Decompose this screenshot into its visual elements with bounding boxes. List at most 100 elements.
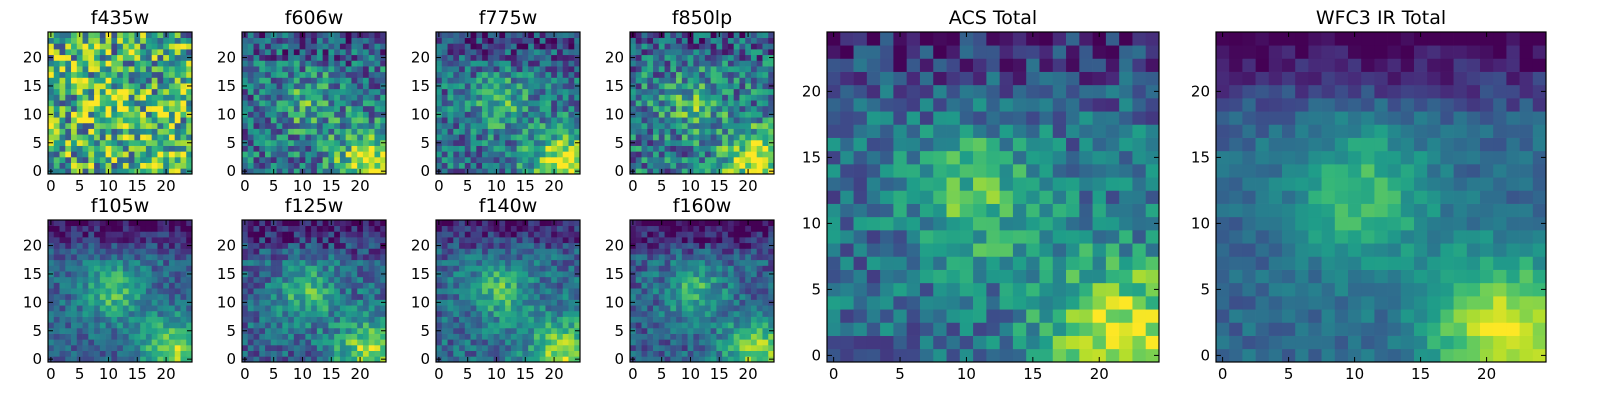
heatmap-cell	[533, 111, 541, 118]
heatmap-cell	[647, 339, 654, 346]
heatmap-cell	[351, 259, 358, 266]
heatmap-cell	[168, 139, 176, 146]
heatmap-cell	[453, 111, 460, 118]
heatmap-cell	[253, 293, 260, 300]
heatmap-cell	[676, 333, 683, 340]
heatmap-cell	[48, 293, 55, 300]
heatmap-cell	[128, 122, 135, 129]
heatmap-cell	[311, 105, 318, 112]
heatmap-cell	[436, 49, 443, 56]
heatmap-cell	[380, 333, 387, 340]
heatmap-cell	[562, 237, 569, 244]
heatmap-cell	[687, 134, 694, 141]
heatmap-cell	[762, 344, 769, 351]
heatmap-cell	[436, 237, 443, 244]
heatmap-cell	[664, 139, 671, 146]
heatmap-cell	[174, 128, 181, 135]
heatmap-cell	[293, 83, 300, 90]
x-tick-label: 0	[46, 365, 56, 383]
heatmap-cell	[94, 231, 101, 238]
heatmap-cell	[345, 60, 352, 67]
heatmap-cell	[510, 254, 517, 261]
heatmap-cell	[482, 316, 489, 323]
heatmap-cell	[265, 220, 272, 227]
heatmap-cell	[516, 344, 523, 351]
y-tick-label: 15	[217, 77, 236, 95]
heatmap-cell	[539, 60, 546, 67]
heatmap-cell	[710, 88, 717, 95]
heatmap-cell	[311, 237, 318, 244]
heatmap-cell	[276, 305, 283, 312]
heatmap-cell	[528, 168, 535, 175]
heatmap-cell	[288, 276, 295, 283]
heatmap-cell	[168, 128, 176, 135]
heatmap-cell	[658, 128, 665, 135]
heatmap-cell	[151, 276, 158, 283]
heatmap-cell	[88, 248, 95, 255]
heatmap-cell	[470, 49, 477, 56]
heatmap-cell	[493, 282, 500, 289]
heatmap-cell	[180, 37, 187, 44]
heatmap-cell	[270, 333, 277, 340]
heatmap-cell	[727, 344, 735, 351]
heatmap-cell	[151, 168, 158, 175]
heatmap-cell	[516, 288, 523, 295]
heatmap-cell	[276, 105, 283, 112]
heatmap-cell	[88, 220, 95, 227]
heatmap-cell	[99, 305, 106, 312]
heatmap-cell	[562, 37, 569, 44]
heatmap-cell	[328, 322, 335, 329]
heatmap-cell	[328, 299, 335, 306]
heatmap-cell	[145, 350, 153, 357]
heatmap-cell	[681, 54, 688, 61]
heatmap-cell	[693, 356, 700, 363]
heatmap-cell	[293, 71, 300, 78]
heatmap-cell	[528, 339, 535, 346]
heatmap-cell	[145, 271, 153, 278]
heatmap-cell	[568, 156, 575, 163]
heatmap-cell	[756, 299, 763, 306]
heatmap-cell	[247, 327, 254, 334]
heatmap-cell	[157, 225, 164, 232]
heatmap-cell	[122, 350, 129, 357]
heatmap-cell	[756, 316, 763, 323]
heatmap-cell	[242, 100, 249, 107]
heatmap-cell	[368, 54, 375, 61]
heatmap-cell	[362, 145, 370, 152]
heatmap-cell	[351, 77, 358, 84]
heatmap-cell	[288, 77, 295, 84]
heatmap-cell	[459, 265, 466, 272]
heatmap-cell	[453, 322, 460, 329]
heatmap-cell	[293, 43, 300, 50]
heatmap-cell	[710, 100, 717, 107]
heatmap-cell	[117, 156, 124, 163]
heatmap-cell	[357, 105, 364, 112]
heatmap-cell	[140, 265, 147, 272]
heatmap-cell	[316, 299, 323, 306]
heatmap-cell	[140, 225, 147, 232]
heatmap-cell	[499, 151, 506, 158]
heatmap-cell	[128, 231, 135, 238]
heatmap-cell	[134, 248, 141, 255]
heatmap-cell	[505, 71, 512, 78]
heatmap-cell	[276, 225, 283, 232]
heatmap-cell	[265, 83, 272, 90]
heatmap-cell	[53, 122, 60, 129]
heatmap-cell	[351, 271, 358, 278]
heatmap-cell	[174, 316, 181, 323]
heatmap-cell	[117, 333, 124, 340]
heatmap-cell	[316, 305, 323, 312]
heatmap-cell	[151, 293, 158, 300]
heatmap-cell	[117, 151, 124, 158]
heatmap-cell	[693, 60, 700, 67]
heatmap-cell	[145, 151, 153, 158]
heatmap-cell	[59, 248, 66, 255]
heatmap-cell	[545, 71, 552, 78]
heatmap-cell	[94, 71, 101, 78]
heatmap-cell	[641, 288, 648, 295]
heatmap-cell	[293, 156, 300, 163]
heatmap-cell	[716, 288, 723, 295]
heatmap-cell	[453, 316, 460, 323]
heatmap-cell	[65, 105, 72, 112]
heatmap-cell	[288, 105, 295, 112]
